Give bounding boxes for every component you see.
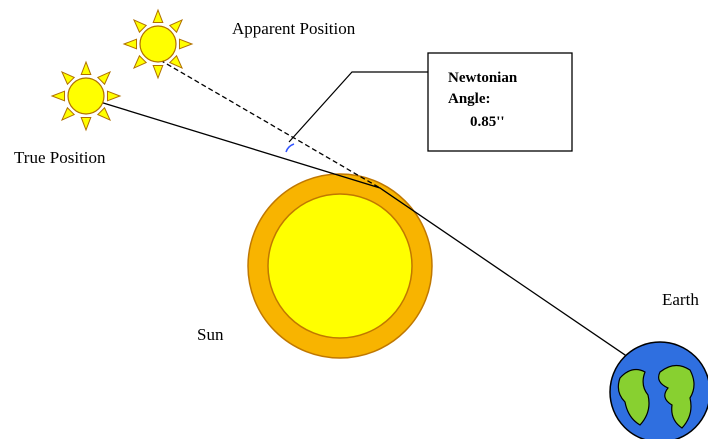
- box-line: Newtonian: [448, 70, 518, 86]
- star-ray: [170, 20, 182, 32]
- earth: [610, 342, 708, 439]
- earth-label: Earth: [662, 290, 699, 309]
- star-ray: [62, 108, 74, 120]
- star-body: [140, 26, 176, 62]
- star-ray: [81, 117, 91, 130]
- apparent-ray: [160, 60, 380, 188]
- star-body: [68, 78, 104, 114]
- star-ray: [62, 72, 74, 84]
- true-label: True Position: [14, 148, 106, 167]
- star-ray: [98, 72, 110, 84]
- star-ray: [98, 108, 110, 120]
- sun-label: Sun: [197, 325, 224, 344]
- true-star: [52, 62, 120, 130]
- star-ray: [124, 39, 137, 49]
- box-line: 0.85'': [470, 114, 505, 130]
- star-ray: [81, 62, 91, 75]
- apparent-star: [124, 10, 192, 78]
- star-ray: [134, 20, 146, 32]
- star-ray: [134, 56, 146, 68]
- star-ray: [153, 65, 163, 78]
- apparent-label: Apparent Position: [232, 19, 356, 38]
- star-ray: [179, 39, 192, 49]
- star-ray: [153, 10, 163, 23]
- star-ray: [107, 91, 120, 101]
- leader-line: [289, 72, 428, 142]
- sun-inner: [268, 194, 412, 338]
- star-ray: [170, 56, 182, 68]
- diagram: Newtonian Angle: 0.85'' Apparent Positio…: [0, 0, 708, 439]
- box-line: Angle:: [448, 91, 491, 107]
- angle-arc: [286, 144, 294, 152]
- star-ray: [52, 91, 65, 101]
